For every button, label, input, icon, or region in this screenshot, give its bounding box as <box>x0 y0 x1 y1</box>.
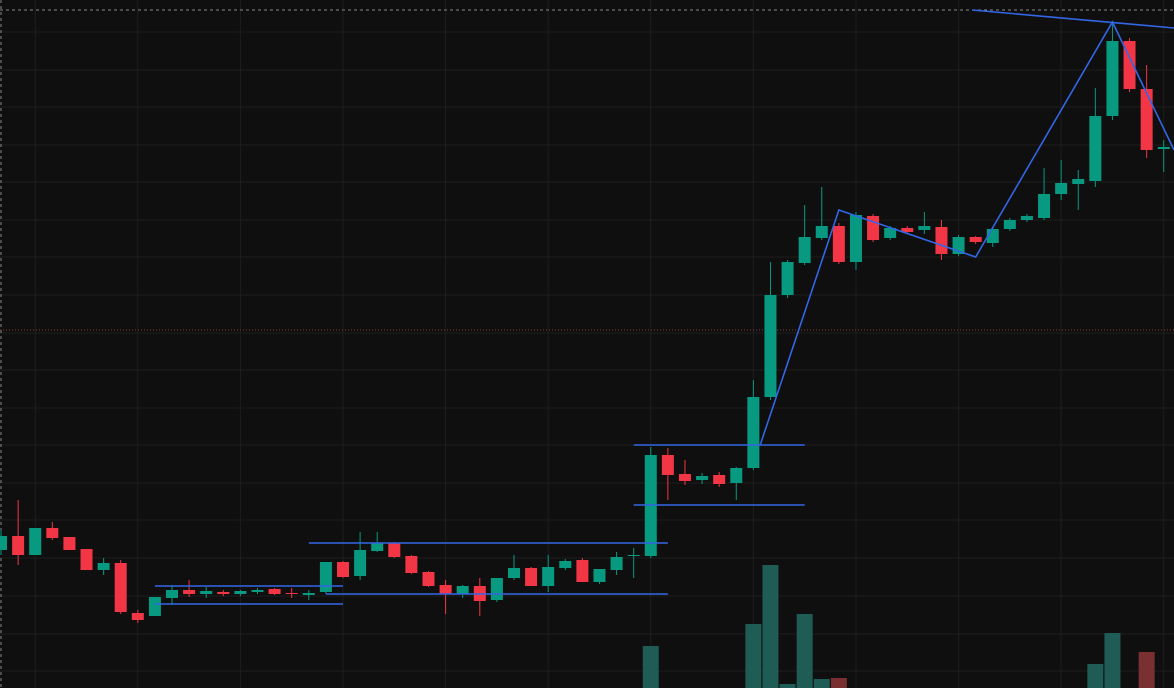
candle-body <box>764 295 777 397</box>
candle-body <box>1038 194 1051 218</box>
volume-bar <box>642 646 659 688</box>
candle-body <box>0 536 8 550</box>
candle-body <box>97 563 110 570</box>
candle-body <box>388 543 401 557</box>
volume-bar <box>830 678 847 688</box>
candle-body <box>576 560 589 582</box>
candle-body <box>490 578 503 600</box>
candle-body <box>747 397 760 468</box>
candle-body <box>63 537 76 550</box>
candle-body <box>285 593 298 594</box>
trend-drawing <box>972 9 1174 29</box>
candle-body <box>627 555 640 556</box>
candle-body <box>781 262 794 295</box>
candle-body <box>610 557 623 570</box>
candle-body <box>542 567 555 586</box>
candle-body <box>371 543 384 551</box>
candle-body <box>200 591 213 594</box>
candle-body <box>319 562 332 592</box>
candle-body <box>1106 41 1119 116</box>
candle-body <box>798 237 811 263</box>
candle-body <box>114 563 127 612</box>
volume-bar <box>745 624 762 688</box>
candle-body <box>1055 183 1068 194</box>
candle-body <box>1072 179 1085 184</box>
volume-bar <box>1087 664 1104 688</box>
candle-body <box>166 590 179 598</box>
volume-bar <box>796 614 813 688</box>
candle-body <box>969 237 982 242</box>
candle-body <box>131 613 144 620</box>
candle-body <box>12 536 25 555</box>
candle-body <box>354 550 367 576</box>
candle-body <box>302 593 315 595</box>
candle-body <box>849 215 862 262</box>
volume-bar <box>813 679 830 688</box>
trend-drawing <box>759 20 1174 446</box>
candle-body <box>1003 220 1016 229</box>
candle-body <box>678 474 691 481</box>
candle-body <box>507 568 520 578</box>
candle-body <box>935 227 948 254</box>
candle-body <box>268 589 281 594</box>
candle-body <box>29 528 42 555</box>
candle-body <box>918 226 931 230</box>
candle-body <box>183 590 196 594</box>
candle-body <box>593 569 606 582</box>
volume-bar <box>762 565 779 688</box>
candle-body <box>148 597 161 616</box>
candle-body <box>217 592 230 594</box>
candle-body <box>661 455 674 475</box>
candle-body <box>525 568 538 586</box>
candle-body <box>456 586 469 594</box>
candle-body <box>901 228 914 232</box>
candle-body <box>439 585 452 594</box>
candle-body <box>46 528 59 538</box>
candle-body <box>713 475 726 484</box>
volume-bar <box>1104 633 1121 688</box>
volume-bar <box>779 684 796 688</box>
candle-body <box>337 562 350 577</box>
candle-body <box>884 228 897 238</box>
candle-body <box>1157 147 1170 149</box>
candle-body <box>1089 116 1102 181</box>
candle-body <box>815 226 828 238</box>
candle-body <box>1020 216 1033 220</box>
volume-bar <box>1138 652 1155 688</box>
candle-body <box>696 476 709 480</box>
candle-body <box>559 561 572 568</box>
candle-body <box>251 590 264 592</box>
candle-body <box>405 556 418 573</box>
candle-body <box>422 572 435 586</box>
candle-body <box>234 591 247 594</box>
candle-body <box>1140 89 1153 150</box>
candle-body <box>730 468 743 483</box>
candle-body <box>80 549 93 570</box>
candle-body <box>832 226 845 262</box>
